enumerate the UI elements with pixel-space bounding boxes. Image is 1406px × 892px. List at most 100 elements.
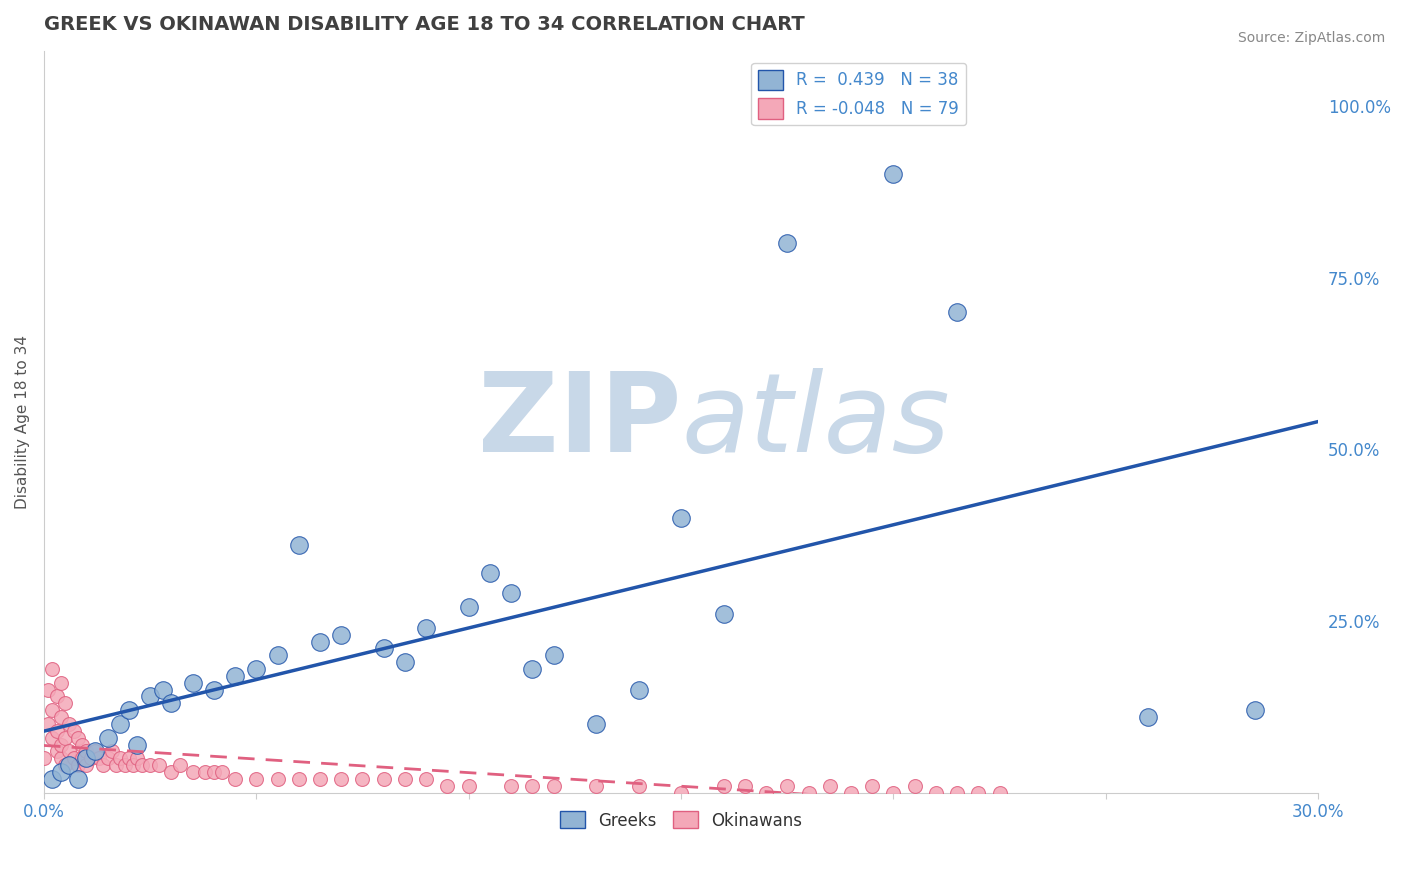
Point [436, 779, 458, 793]
Point [53, 731, 76, 745]
Point [58, 717, 80, 731]
Point [32, 751, 55, 765]
Point [394, 655, 416, 669]
Point [501, 586, 523, 600]
Point [97, 731, 120, 745]
Point [83, 744, 105, 758]
Point [1137, 710, 1160, 724]
Point [148, 758, 170, 772]
Point [118, 703, 141, 717]
Point [287, 538, 309, 552]
Point [309, 772, 332, 786]
Point [105, 758, 128, 772]
Point [882, 786, 904, 800]
Point [522, 662, 544, 676]
Point [181, 675, 204, 690]
Point [41, 772, 63, 786]
Point [75, 758, 97, 772]
Point [83, 744, 105, 758]
Point [49, 675, 72, 690]
Point [49, 765, 72, 780]
Point [946, 305, 969, 319]
Point [394, 772, 416, 786]
Point [797, 786, 820, 800]
Point [669, 786, 692, 800]
Point [58, 744, 80, 758]
Point [627, 779, 650, 793]
Point [478, 566, 501, 580]
Point [543, 648, 565, 663]
Point [860, 779, 883, 793]
Point [53, 697, 76, 711]
Point [202, 765, 225, 780]
Point [967, 786, 990, 800]
Point [181, 765, 204, 780]
Point [62, 751, 84, 765]
Point [904, 779, 927, 793]
Point [152, 682, 174, 697]
Point [45, 690, 67, 704]
Y-axis label: Disability Age 18 to 34: Disability Age 18 to 34 [15, 334, 30, 508]
Point [41, 703, 63, 717]
Point [122, 758, 145, 772]
Point [45, 723, 67, 738]
Point [49, 710, 72, 724]
Point [37, 717, 59, 731]
Point [266, 772, 288, 786]
Text: Source: ZipAtlas.com: Source: ZipAtlas.com [1237, 31, 1385, 45]
Text: GREEK VS OKINAWAN DISABILITY AGE 18 TO 34 CORRELATION CHART: GREEK VS OKINAWAN DISABILITY AGE 18 TO 3… [44, 15, 804, 34]
Point [669, 511, 692, 525]
Point [585, 779, 607, 793]
Point [118, 751, 141, 765]
Point [882, 168, 904, 182]
Point [41, 731, 63, 745]
Point [110, 751, 132, 765]
Point [127, 738, 149, 752]
Point [66, 758, 89, 772]
Point [776, 236, 799, 251]
Point [66, 731, 89, 745]
Point [415, 772, 437, 786]
Point [776, 779, 799, 793]
Point [266, 648, 288, 663]
Point [627, 682, 650, 697]
Point [169, 758, 191, 772]
Point [49, 751, 72, 765]
Point [37, 682, 59, 697]
Point [543, 779, 565, 793]
Point [245, 662, 267, 676]
Point [110, 717, 132, 731]
Point [70, 751, 93, 765]
Point [352, 772, 374, 786]
Point [330, 628, 353, 642]
Point [755, 786, 778, 800]
Point [925, 786, 948, 800]
Point [41, 662, 63, 676]
Point [70, 738, 93, 752]
Point [114, 758, 136, 772]
Point [818, 779, 841, 793]
Point [87, 751, 110, 765]
Point [245, 772, 267, 786]
Point [211, 765, 233, 780]
Point [131, 758, 153, 772]
Point [53, 758, 76, 772]
Point [79, 751, 101, 765]
Point [75, 751, 97, 765]
Point [224, 669, 246, 683]
Point [522, 779, 544, 793]
Point [45, 744, 67, 758]
Point [839, 786, 862, 800]
Point [287, 772, 309, 786]
Point [75, 744, 97, 758]
Point [58, 758, 80, 772]
Point [66, 772, 89, 786]
Point [101, 744, 124, 758]
Point [97, 751, 120, 765]
Point [202, 682, 225, 697]
Point [127, 751, 149, 765]
Point [415, 621, 437, 635]
Point [501, 779, 523, 793]
Point [139, 690, 162, 704]
Point [309, 634, 332, 648]
